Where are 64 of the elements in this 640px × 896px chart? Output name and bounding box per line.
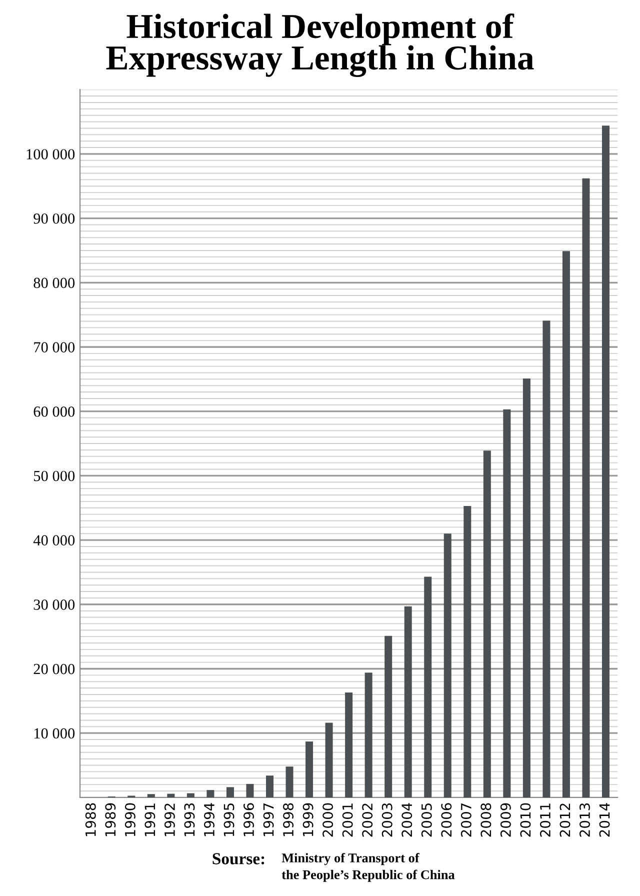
bar	[562, 251, 570, 798]
y-tick-label: 70 000	[34, 342, 75, 352]
x-tick-label: 1998	[283, 803, 294, 836]
y-tick-label: 90 000	[34, 213, 75, 224]
chart-title: Historical Development of Expressway Length in China	[106, 13, 534, 78]
bar	[167, 794, 175, 798]
x-tick-label: 2013	[580, 803, 590, 837]
bar	[483, 450, 491, 798]
x-tick-label: 1988	[85, 803, 96, 836]
text: Sourse:	[212, 853, 264, 864]
x-tick-label: 2007	[460, 803, 472, 837]
y-tick-label: 20 000	[34, 664, 75, 674]
x-tick-label: 1994	[204, 803, 214, 836]
bar	[424, 576, 432, 798]
x-tick-label: 2010	[520, 803, 531, 837]
bar	[226, 787, 234, 798]
x-tick-label: 2003	[382, 803, 392, 837]
x-tick-label: 2005	[421, 804, 432, 837]
x-tick-label: 1989	[105, 803, 116, 836]
bar	[286, 766, 294, 798]
bar	[602, 126, 610, 798]
bar	[503, 409, 511, 798]
y-tick-label: 40 000	[33, 535, 75, 546]
bar	[206, 790, 214, 798]
bar	[404, 606, 412, 798]
bar	[364, 672, 372, 798]
bar	[186, 793, 194, 798]
bar	[306, 741, 314, 798]
x-tick-label: 1991	[144, 804, 156, 836]
x-tick-label: 2006	[441, 803, 452, 837]
x-tick-label: 2002	[362, 804, 373, 837]
x-tick-label: 2001	[342, 804, 353, 837]
bar	[522, 378, 530, 798]
bar	[246, 784, 254, 798]
x-tick-label: 1999	[302, 803, 314, 836]
y-tick-label: 50 000	[34, 470, 75, 482]
x-tick-label: 2004	[402, 803, 412, 837]
bar	[384, 636, 392, 798]
bar	[542, 320, 550, 798]
x-tick-label: 1990	[124, 803, 136, 836]
y-tick-label: 80 000	[34, 278, 75, 288]
x-tick-label: 1992	[164, 804, 175, 836]
x-tick-label: 1997	[263, 803, 274, 836]
x-tick-label: 2008	[480, 803, 492, 837]
bar	[325, 722, 333, 798]
y-tick-label: 10 000	[34, 728, 75, 739]
x-tick-label: 2000	[322, 803, 334, 837]
y-tick-label: 30 000	[34, 600, 75, 610]
x-tick-label: 2009	[500, 803, 511, 837]
x-tick-label: 2011	[540, 804, 550, 837]
text: Ministry of Transport of the People’s Republic of China	[282, 852, 455, 882]
x-tick-label: 1995	[224, 804, 234, 836]
bar	[464, 506, 472, 798]
x-tick-label: 1993	[184, 803, 195, 836]
y-tick-label: 100 000	[26, 149, 75, 160]
x-tick-label: 2014	[599, 803, 610, 837]
x-tick-label: 2012	[560, 804, 570, 837]
x-tick-label: 1996	[244, 803, 254, 836]
bar	[582, 178, 590, 798]
bar	[266, 776, 274, 798]
bar	[345, 692, 353, 798]
y-tick-label: 60 000	[34, 406, 75, 417]
bar	[147, 794, 155, 798]
bar	[444, 534, 452, 798]
